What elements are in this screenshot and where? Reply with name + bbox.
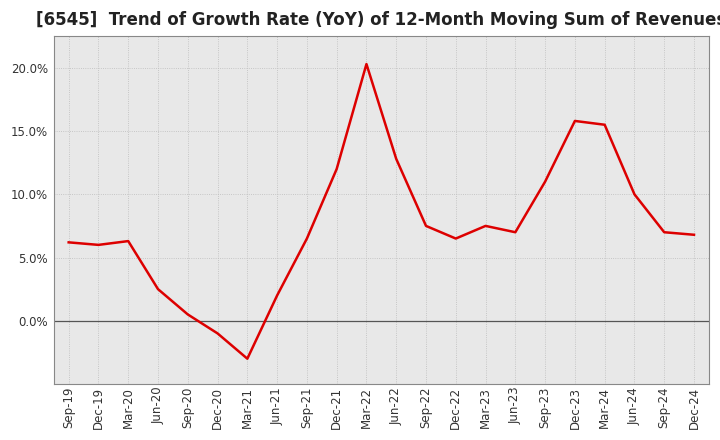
Title: [6545]  Trend of Growth Rate (YoY) of 12-Month Moving Sum of Revenues: [6545] Trend of Growth Rate (YoY) of 12-… [36, 11, 720, 29]
